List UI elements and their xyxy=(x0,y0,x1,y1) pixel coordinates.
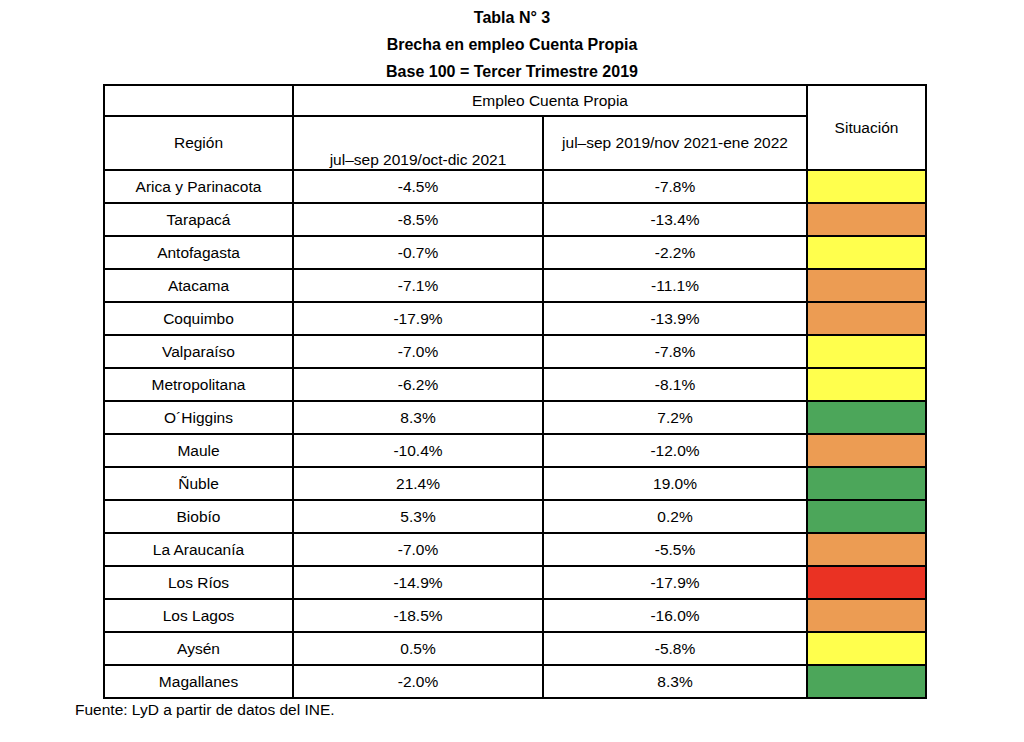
value-period2: -13.4% xyxy=(543,203,807,236)
value-period1: -10.4% xyxy=(293,434,543,467)
value-period1: -7.1% xyxy=(293,269,543,302)
value-period1: -8.5% xyxy=(293,203,543,236)
region-name: Magallanes xyxy=(104,665,293,698)
region-name: Atacama xyxy=(104,269,293,302)
region-name: Biobío xyxy=(104,500,293,533)
value-period2: 8.3% xyxy=(543,665,807,698)
column-header-period1: jul–sep 2019/oct-dic 2021 xyxy=(293,116,543,170)
situacion-status-cell xyxy=(807,467,926,500)
situacion-status-cell xyxy=(807,500,926,533)
document-page: Tabla N° 3 Brecha en empleo Cuenta Propi… xyxy=(0,0,1024,742)
value-period1: -18.5% xyxy=(293,599,543,632)
table-row: Coquimbo -17.9% -13.9% xyxy=(104,302,926,335)
value-period1: -0.7% xyxy=(293,236,543,269)
region-name: Arica y Parinacota xyxy=(104,170,293,203)
value-period1: -7.0% xyxy=(293,335,543,368)
column-header-period2: jul–sep 2019/nov 2021-ene 2022 xyxy=(543,116,807,170)
situacion-status-cell xyxy=(807,434,926,467)
value-period2: -7.8% xyxy=(543,170,807,203)
table-row: Los Lagos -18.5% -16.0% xyxy=(104,599,926,632)
title-line-3: Base 100 = Tercer Trimestre 2019 xyxy=(0,58,1024,85)
situacion-status-cell xyxy=(807,269,926,302)
table-row: Los Ríos -14.9% -17.9% xyxy=(104,566,926,599)
value-period2: -12.0% xyxy=(543,434,807,467)
sub-header-row: Región jul–sep 2019/oct-dic 2021 jul–sep… xyxy=(104,116,926,170)
value-period1: -7.0% xyxy=(293,533,543,566)
region-name: Coquimbo xyxy=(104,302,293,335)
situacion-status-cell xyxy=(807,665,926,698)
situacion-status-cell xyxy=(807,566,926,599)
situacion-status-cell xyxy=(807,203,926,236)
table-row: Magallanes -2.0% 8.3% xyxy=(104,665,926,698)
table-title-block: Tabla N° 3 Brecha en empleo Cuenta Propi… xyxy=(0,4,1024,85)
value-period2: 19.0% xyxy=(543,467,807,500)
situacion-status-cell xyxy=(807,401,926,434)
source-note: Fuente: LyD a partir de datos del INE. xyxy=(75,701,335,719)
table-row: Antofagasta -0.7% -2.2% xyxy=(104,236,926,269)
region-name: Metropolitana xyxy=(104,368,293,401)
data-table: Empleo Cuenta Propia Situación Región ju… xyxy=(103,84,927,699)
value-period1: -2.0% xyxy=(293,665,543,698)
table-row: Biobío 5.3% 0.2% xyxy=(104,500,926,533)
value-period2: -13.9% xyxy=(543,302,807,335)
value-period1: 8.3% xyxy=(293,401,543,434)
value-period2: 0.2% xyxy=(543,500,807,533)
group-header-empleo-cuenta-propia: Empleo Cuenta Propia xyxy=(293,85,807,116)
situacion-status-cell xyxy=(807,335,926,368)
situacion-status-cell xyxy=(807,368,926,401)
value-period2: -5.5% xyxy=(543,533,807,566)
region-name: La Araucanía xyxy=(104,533,293,566)
title-line-2: Brecha en empleo Cuenta Propia xyxy=(0,31,1024,58)
region-name: Los Lagos xyxy=(104,599,293,632)
value-period1: -6.2% xyxy=(293,368,543,401)
table-row: Tarapacá -8.5% -13.4% xyxy=(104,203,926,236)
situacion-status-cell xyxy=(807,170,926,203)
value-period1: 0.5% xyxy=(293,632,543,665)
title-line-1: Tabla N° 3 xyxy=(0,4,1024,31)
region-name: Tarapacá xyxy=(104,203,293,236)
region-name: Los Ríos xyxy=(104,566,293,599)
region-name: Aysén xyxy=(104,632,293,665)
situacion-status-cell xyxy=(807,599,926,632)
region-name: Antofagasta xyxy=(104,236,293,269)
value-period2: -16.0% xyxy=(543,599,807,632)
table-row: Maule -10.4% -12.0% xyxy=(104,434,926,467)
value-period1: 5.3% xyxy=(293,500,543,533)
table-row: Atacama -7.1% -11.1% xyxy=(104,269,926,302)
table-row: Valparaíso -7.0% -7.8% xyxy=(104,335,926,368)
situacion-status-cell xyxy=(807,533,926,566)
column-header-region: Región xyxy=(104,116,293,170)
value-period2: -8.1% xyxy=(543,368,807,401)
group-header-row: Empleo Cuenta Propia Situación xyxy=(104,85,926,116)
value-period2: -2.2% xyxy=(543,236,807,269)
value-period2: 7.2% xyxy=(543,401,807,434)
value-period2: -17.9% xyxy=(543,566,807,599)
value-period2: -11.1% xyxy=(543,269,807,302)
table-row: Arica y Parinacota -4.5% -7.8% xyxy=(104,170,926,203)
table-row: La Araucanía -7.0% -5.5% xyxy=(104,533,926,566)
situacion-status-cell xyxy=(807,632,926,665)
empty-corner-cell xyxy=(104,85,293,116)
region-name: Ñuble xyxy=(104,467,293,500)
table-row: O´Higgins 8.3% 7.2% xyxy=(104,401,926,434)
column-header-situacion: Situación xyxy=(807,85,926,170)
value-period2: -7.8% xyxy=(543,335,807,368)
region-name: Maule xyxy=(104,434,293,467)
value-period1: -14.9% xyxy=(293,566,543,599)
value-period1: 21.4% xyxy=(293,467,543,500)
value-period2: -5.8% xyxy=(543,632,807,665)
situacion-status-cell xyxy=(807,236,926,269)
region-name: Valparaíso xyxy=(104,335,293,368)
table-row: Metropolitana -6.2% -8.1% xyxy=(104,368,926,401)
region-name: O´Higgins xyxy=(104,401,293,434)
table-row: Aysén 0.5% -5.8% xyxy=(104,632,926,665)
value-period1: -4.5% xyxy=(293,170,543,203)
table-row: Ñuble 21.4% 19.0% xyxy=(104,467,926,500)
situacion-status-cell xyxy=(807,302,926,335)
value-period1: -17.9% xyxy=(293,302,543,335)
